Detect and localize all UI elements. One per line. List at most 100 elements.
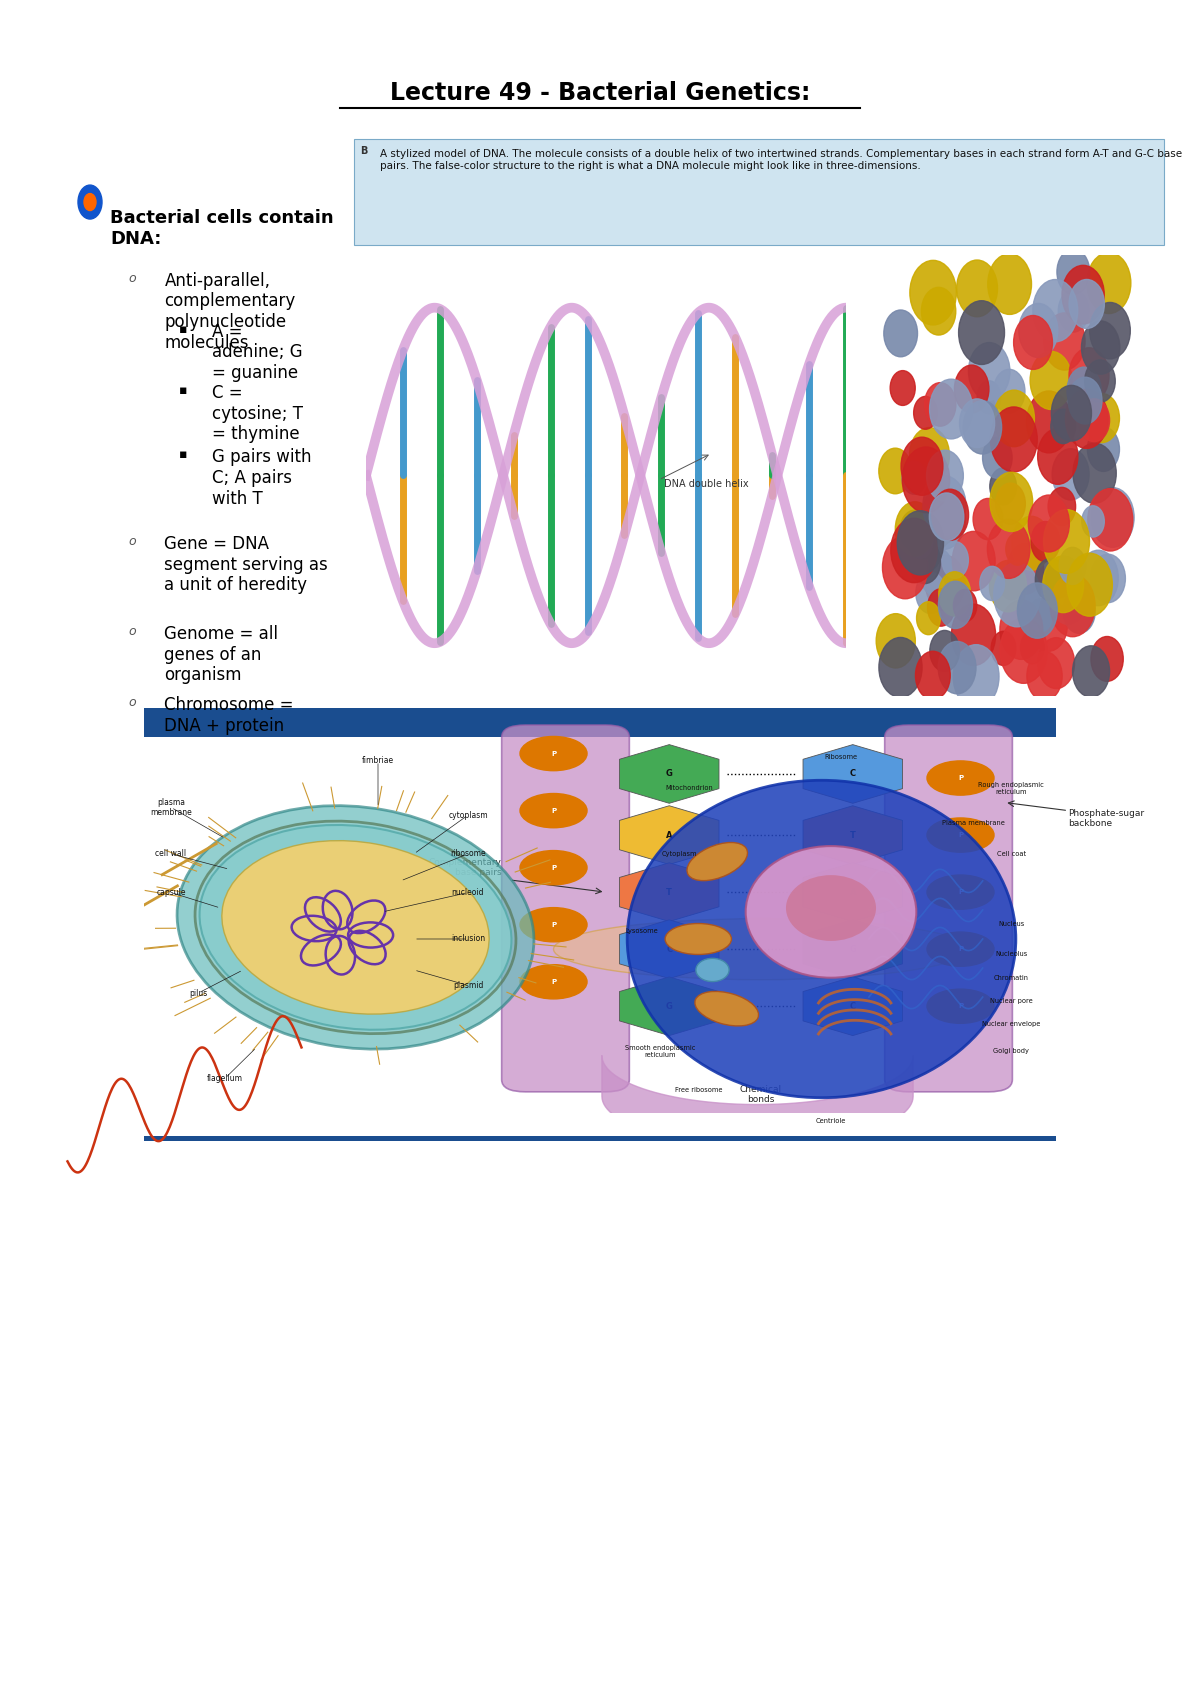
Circle shape xyxy=(1018,582,1057,638)
Circle shape xyxy=(1069,280,1104,328)
Circle shape xyxy=(910,428,949,482)
Circle shape xyxy=(1030,599,1067,652)
Circle shape xyxy=(953,645,1000,708)
Circle shape xyxy=(882,537,928,599)
Ellipse shape xyxy=(199,825,511,1029)
Circle shape xyxy=(1057,250,1090,295)
Text: Phosphate-sugar
backbone: Phosphate-sugar backbone xyxy=(1068,808,1145,829)
Circle shape xyxy=(902,447,949,513)
Text: T: T xyxy=(850,830,856,839)
Circle shape xyxy=(84,194,96,211)
Circle shape xyxy=(926,450,964,501)
Circle shape xyxy=(1051,409,1075,443)
Circle shape xyxy=(994,391,1034,447)
Text: Chromatin: Chromatin xyxy=(994,975,1028,981)
Text: ▪: ▪ xyxy=(179,384,188,397)
Bar xyxy=(144,1136,1056,1141)
Circle shape xyxy=(1060,547,1086,584)
Circle shape xyxy=(952,604,996,666)
Text: cell wall: cell wall xyxy=(156,849,186,857)
Circle shape xyxy=(1012,516,1051,571)
Ellipse shape xyxy=(686,842,748,881)
Circle shape xyxy=(922,287,955,335)
Circle shape xyxy=(938,581,972,628)
Circle shape xyxy=(1050,574,1096,637)
Circle shape xyxy=(920,487,966,550)
Circle shape xyxy=(964,401,1002,453)
Ellipse shape xyxy=(178,805,534,1049)
Circle shape xyxy=(1084,394,1120,443)
Circle shape xyxy=(929,492,964,540)
Circle shape xyxy=(1085,360,1115,402)
Text: plasmid: plasmid xyxy=(452,981,484,990)
Text: Centriole: Centriole xyxy=(816,1117,846,1124)
Circle shape xyxy=(1020,632,1044,664)
Text: Chemical
bonds: Chemical bonds xyxy=(740,1085,782,1104)
Text: Lysosome: Lysosome xyxy=(625,929,658,934)
Circle shape xyxy=(1038,428,1078,484)
Circle shape xyxy=(1028,599,1052,632)
Circle shape xyxy=(990,408,1037,472)
Text: ▪: ▪ xyxy=(179,323,188,336)
Circle shape xyxy=(1081,506,1104,537)
Circle shape xyxy=(1000,599,1043,659)
Circle shape xyxy=(917,601,941,635)
FancyBboxPatch shape xyxy=(884,725,1013,1092)
Circle shape xyxy=(954,589,977,621)
Text: ▪: ▪ xyxy=(179,448,188,462)
Text: o: o xyxy=(128,625,136,638)
Text: Free ribosome: Free ribosome xyxy=(674,1087,722,1094)
Text: A =
adenine; G
= guanine: A = adenine; G = guanine xyxy=(212,323,304,382)
Ellipse shape xyxy=(628,781,1016,1097)
Text: C =
cytosine; T
= thymine: C = cytosine; T = thymine xyxy=(212,384,304,443)
Text: A: A xyxy=(666,830,672,839)
Circle shape xyxy=(1062,265,1104,324)
Text: P: P xyxy=(958,774,964,781)
Circle shape xyxy=(926,818,994,852)
Circle shape xyxy=(926,990,994,1024)
Circle shape xyxy=(1067,554,1112,616)
Circle shape xyxy=(1090,302,1130,358)
Circle shape xyxy=(1036,559,1066,601)
Circle shape xyxy=(1046,560,1073,598)
Text: G: G xyxy=(850,944,857,954)
Text: C: C xyxy=(850,769,856,778)
Circle shape xyxy=(1091,487,1134,547)
Circle shape xyxy=(988,253,1032,314)
Ellipse shape xyxy=(222,841,490,1014)
Text: A: A xyxy=(850,888,856,897)
Circle shape xyxy=(1000,565,1024,599)
Circle shape xyxy=(1063,589,1096,633)
Circle shape xyxy=(983,436,1012,479)
Bar xyxy=(144,708,1056,737)
Text: pilus: pilus xyxy=(188,988,208,998)
Circle shape xyxy=(1079,550,1118,606)
Text: plasma
membrane: plasma membrane xyxy=(150,798,192,817)
Circle shape xyxy=(78,185,102,219)
Text: Nuclear pore: Nuclear pore xyxy=(990,998,1032,1004)
Circle shape xyxy=(895,503,935,557)
Circle shape xyxy=(930,379,973,438)
Text: flagellum: flagellum xyxy=(208,1073,242,1083)
Circle shape xyxy=(1052,448,1090,499)
Circle shape xyxy=(901,436,943,496)
Text: A stylized model of DNA. The molecule consists of a double helix of two intertwi: A stylized model of DNA. The molecule co… xyxy=(380,149,1182,171)
Text: o: o xyxy=(128,535,136,548)
Circle shape xyxy=(898,511,943,576)
Circle shape xyxy=(1091,554,1126,603)
Circle shape xyxy=(916,652,950,700)
Text: P: P xyxy=(551,808,556,813)
Text: Ribosome: Ribosome xyxy=(824,754,857,761)
FancyBboxPatch shape xyxy=(354,139,1164,245)
Circle shape xyxy=(1081,321,1120,374)
Text: inclusion: inclusion xyxy=(451,934,485,944)
Circle shape xyxy=(988,520,1030,579)
Circle shape xyxy=(1066,389,1108,448)
Circle shape xyxy=(942,542,968,579)
Text: P: P xyxy=(958,890,964,895)
Text: G pairs with
C; A pairs
with T: G pairs with C; A pairs with T xyxy=(212,448,312,508)
Circle shape xyxy=(910,260,956,324)
Text: Plasma membrane: Plasma membrane xyxy=(942,820,1004,825)
Circle shape xyxy=(913,396,937,430)
Circle shape xyxy=(994,562,1040,627)
